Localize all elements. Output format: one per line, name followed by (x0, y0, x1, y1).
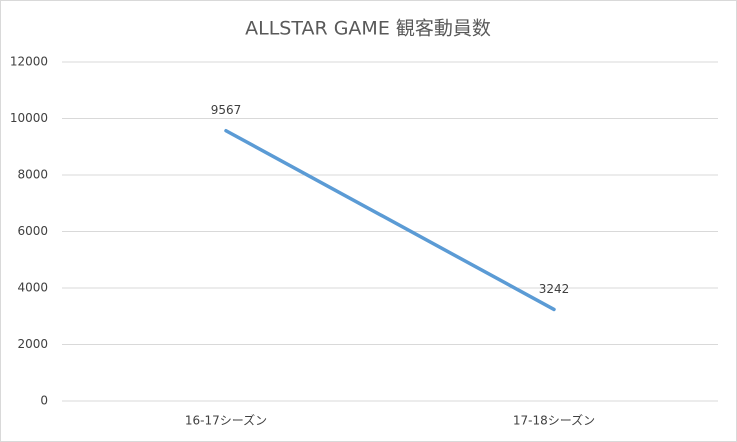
y-tick-label: 2000 (17, 337, 48, 351)
chart-title: ALLSTAR GAME 観客動員数 (245, 18, 491, 40)
y-tick-label: 0 (40, 394, 48, 408)
y-tick-label: 6000 (17, 224, 48, 238)
x-tick-label: 16-17シーズン (185, 413, 267, 428)
y-tick-label: 10000 (10, 111, 48, 125)
data-label: 3242 (539, 282, 570, 296)
data-line (224, 128, 556, 312)
y-tick-label: 12000 (10, 55, 48, 69)
y-tick-label: 8000 (17, 168, 48, 182)
y-tick-label: 4000 (17, 281, 48, 295)
data-label: 9567 (211, 103, 242, 117)
x-tick-label: 17-18シーズン (513, 413, 595, 428)
